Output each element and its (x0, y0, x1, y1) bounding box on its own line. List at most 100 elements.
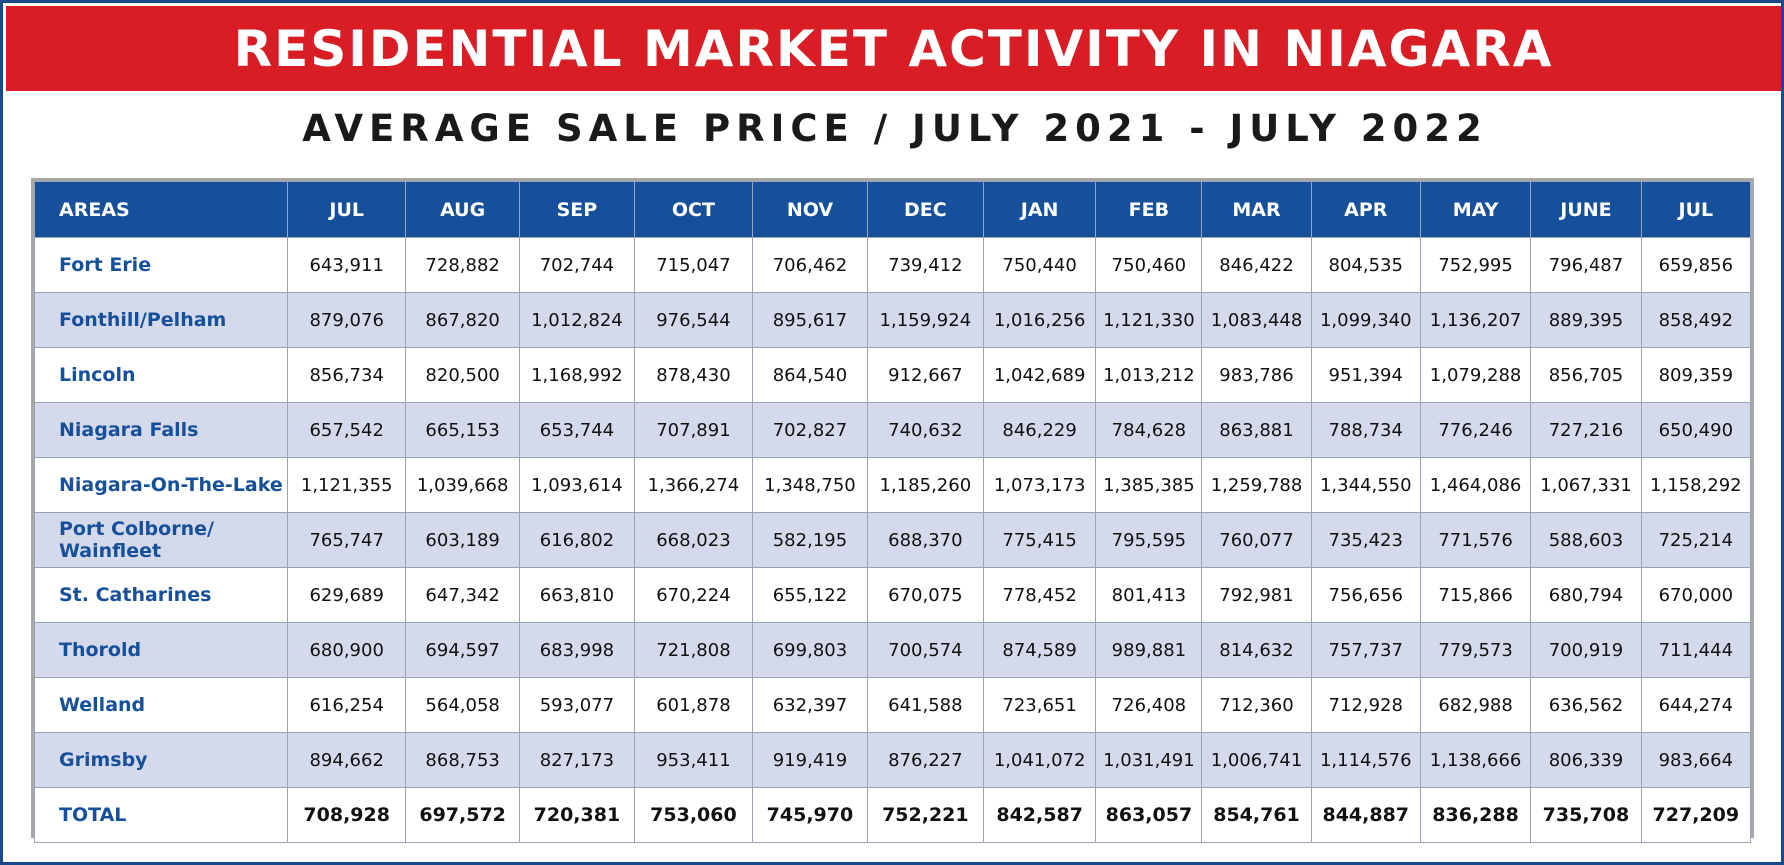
price-cell: 711,444 (1640, 622, 1752, 678)
price-cell: 784,628 (1095, 402, 1203, 458)
price-cell: 983,786 (1201, 347, 1312, 403)
price-cell: 1,185,260 (866, 457, 984, 513)
price-cell: 874,589 (982, 622, 1097, 678)
price-cell: 601,878 (633, 677, 754, 733)
average-price-table: AREAS JUL AUG SEP OCT NOV DEC JAN FEB MAR APR MAY JU… (33, 181, 1752, 843)
table-row: Niagara Falls 657,542 665,153 653,744 707,89… (33, 402, 1752, 458)
price-cell: 1,159,924 (866, 292, 984, 348)
area-name: Fort Erie (33, 237, 289, 293)
price-cell: 712,360 (1201, 677, 1312, 733)
header-month: APR (1310, 181, 1421, 238)
table-row: Welland 616,254 564,058 593,077 601,878 632,3… (33, 677, 1752, 733)
price-cell: 756,656 (1310, 567, 1421, 623)
price-cell: 663,810 (519, 567, 635, 623)
price-cell: 659,856 (1640, 237, 1752, 293)
table-row: Thorold 680,900 694,597 683,998 721,808 699,8… (33, 622, 1752, 678)
header-month: NOV (752, 181, 868, 238)
table-row: Port Colborne/ Wainfleet 765,747 603,189 61… (33, 512, 1752, 568)
price-cell: 846,422 (1201, 237, 1312, 293)
price-cell: 723,651 (982, 677, 1097, 733)
table-row: Fonthill/Pelham 879,076 867,820 1,012,824 97… (33, 292, 1752, 348)
price-cell: 792,981 (1201, 567, 1312, 623)
price-cell: 643,911 (287, 237, 407, 293)
price-cell: 1,093,614 (519, 457, 635, 513)
price-cell: 771,576 (1419, 512, 1532, 568)
price-cell: 1,041,072 (982, 732, 1097, 788)
total-value: 727,209 (1640, 787, 1752, 843)
price-cell: 856,734 (287, 347, 407, 403)
price-cell: 976,544 (633, 292, 754, 348)
price-cell: 1,099,340 (1310, 292, 1421, 348)
price-cell: 721,808 (633, 622, 754, 678)
total-value: 842,587 (982, 787, 1097, 843)
table-row: Fort Erie 643,911 728,882 702,744 715,047 706… (33, 237, 1752, 293)
price-cell: 668,023 (633, 512, 754, 568)
table-header-row: AREAS JUL AUG SEP OCT NOV DEC JAN FEB MAR APR MAY JU… (33, 181, 1752, 238)
price-cell: 735,423 (1310, 512, 1421, 568)
area-name: Lincoln (33, 347, 289, 403)
price-cell: 796,487 (1530, 237, 1642, 293)
price-cell: 820,500 (405, 347, 520, 403)
price-cell: 776,246 (1419, 402, 1532, 458)
price-cell: 707,891 (633, 402, 754, 458)
price-cell: 699,803 (752, 622, 868, 678)
table-row: St. Catharines 629,689 647,342 663,810 670,2… (33, 567, 1752, 623)
header-month: JUNE (1530, 181, 1642, 238)
area-name: Thorold (33, 622, 289, 678)
area-name: Fonthill/Pelham (33, 292, 289, 348)
total-value: 854,761 (1201, 787, 1312, 843)
price-cell: 655,122 (752, 567, 868, 623)
price-cell: 725,214 (1640, 512, 1752, 568)
header-month: AUG (405, 181, 520, 238)
header-month: OCT (633, 181, 754, 238)
price-cell: 1,121,330 (1095, 292, 1203, 348)
total-value: 753,060 (633, 787, 754, 843)
price-cell: 814,632 (1201, 622, 1312, 678)
price-cell: 856,705 (1530, 347, 1642, 403)
price-cell: 593,077 (519, 677, 635, 733)
price-cell: 636,562 (1530, 677, 1642, 733)
title-banner: RESIDENTIAL MARKET ACTIVITY IN NIAGARA (6, 6, 1781, 91)
price-cell: 1,344,550 (1310, 457, 1421, 513)
price-cell: 1,031,491 (1095, 732, 1203, 788)
price-cell: 1,259,788 (1201, 457, 1312, 513)
total-value: 752,221 (866, 787, 984, 843)
price-cell: 564,058 (405, 677, 520, 733)
price-cell: 680,794 (1530, 567, 1642, 623)
area-name: Grimsby (33, 732, 289, 788)
table-row: Niagara-On-The-Lake 1,121,355 1,039,668 1,0… (33, 457, 1752, 513)
price-cell: 653,744 (519, 402, 635, 458)
price-cell: 868,753 (405, 732, 520, 788)
price-cell: 700,919 (1530, 622, 1642, 678)
price-cell: 809,359 (1640, 347, 1752, 403)
price-cell: 895,617 (752, 292, 868, 348)
price-cell: 765,747 (287, 512, 407, 568)
price-cell: 775,415 (982, 512, 1097, 568)
total-value: 863,057 (1095, 787, 1203, 843)
price-cell: 795,595 (1095, 512, 1203, 568)
header-month: JAN (982, 181, 1097, 238)
price-cell: 750,460 (1095, 237, 1203, 293)
price-cell: 702,827 (752, 402, 868, 458)
price-cell: 779,573 (1419, 622, 1532, 678)
price-cell: 694,597 (405, 622, 520, 678)
price-cell: 846,229 (982, 402, 1097, 458)
price-cell: 657,542 (287, 402, 407, 458)
price-cell: 757,737 (1310, 622, 1421, 678)
table-subtitle: AVERAGE SALE PRICE / JULY 2021 - JULY 20… (302, 107, 1488, 150)
price-cell: 760,077 (1201, 512, 1312, 568)
area-name: St. Catharines (33, 567, 289, 623)
price-cell: 983,664 (1640, 732, 1752, 788)
price-cell: 582,195 (752, 512, 868, 568)
price-cell: 727,216 (1530, 402, 1642, 458)
price-cell: 740,632 (866, 402, 984, 458)
price-cell: 878,430 (633, 347, 754, 403)
price-cell: 644,274 (1640, 677, 1752, 733)
price-cell: 712,928 (1310, 677, 1421, 733)
price-cell: 1,464,086 (1419, 457, 1532, 513)
area-name: Welland (33, 677, 289, 733)
price-cell: 1,083,448 (1201, 292, 1312, 348)
price-cell: 1,013,212 (1095, 347, 1203, 403)
price-cell: 688,370 (866, 512, 984, 568)
price-cell: 1,366,274 (633, 457, 754, 513)
